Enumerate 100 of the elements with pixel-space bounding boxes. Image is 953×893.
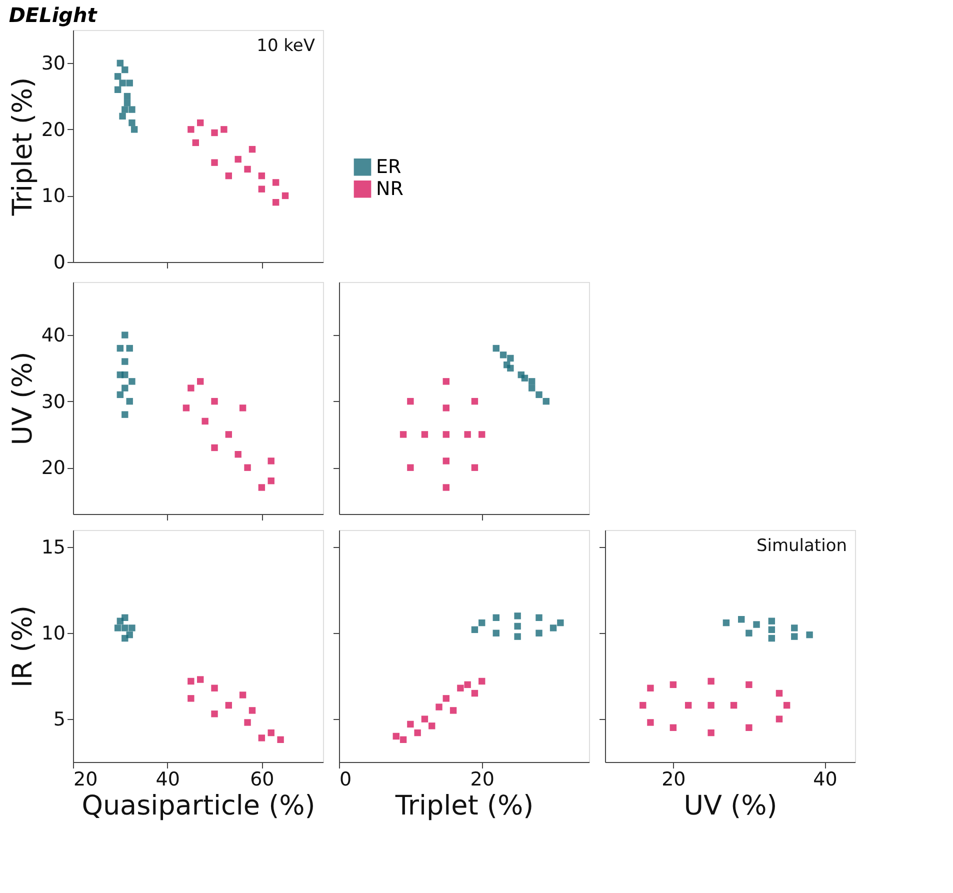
point	[684, 702, 692, 709]
point	[507, 354, 514, 362]
point	[471, 464, 478, 471]
point	[421, 431, 428, 438]
point	[806, 631, 813, 638]
point	[258, 172, 266, 180]
legend-label: ER	[376, 156, 402, 178]
point	[464, 431, 471, 438]
point	[738, 616, 745, 623]
point	[708, 702, 714, 709]
x-tick-label: 60	[250, 768, 274, 790]
point	[640, 702, 646, 709]
point	[248, 146, 256, 153]
point	[471, 398, 478, 405]
point	[504, 362, 510, 368]
point	[557, 619, 564, 626]
point	[225, 172, 232, 180]
point	[730, 702, 738, 709]
point	[182, 404, 190, 412]
point	[258, 186, 266, 192]
point	[464, 681, 471, 688]
point	[647, 719, 654, 726]
point	[188, 126, 194, 133]
point	[400, 736, 407, 744]
point	[119, 80, 126, 86]
annotation: Simulation	[756, 536, 847, 556]
point	[128, 378, 136, 385]
point	[268, 458, 274, 464]
point	[514, 633, 521, 640]
point	[500, 352, 507, 358]
point	[202, 418, 208, 425]
point	[791, 633, 798, 640]
point	[272, 198, 280, 206]
point	[528, 378, 536, 385]
point	[220, 126, 228, 133]
point	[528, 384, 536, 392]
x-axis-title: Quasiparticle (%)	[82, 790, 316, 822]
y-tick-label: 20	[41, 118, 66, 141]
point	[442, 431, 450, 438]
point	[282, 192, 289, 200]
point	[722, 619, 730, 626]
y-tick-label: 30	[41, 390, 66, 413]
point	[211, 398, 218, 405]
point	[492, 344, 500, 352]
point	[188, 384, 194, 392]
y-tick-label: 5	[53, 708, 66, 731]
point	[457, 684, 464, 692]
point	[783, 702, 790, 709]
point	[225, 431, 232, 438]
point	[407, 720, 414, 728]
point	[670, 724, 677, 731]
point	[122, 411, 128, 418]
x-tick-label: 0	[340, 768, 352, 790]
point	[234, 450, 242, 458]
point	[536, 630, 542, 636]
point	[400, 431, 407, 438]
point	[428, 722, 436, 730]
point	[746, 630, 752, 636]
y-tick-label: 15	[41, 536, 66, 559]
point	[492, 630, 500, 636]
x-axis-title: Triplet (%)	[394, 790, 534, 822]
chart-title: DELight	[8, 3, 98, 27]
y-tick-label: 20	[41, 457, 66, 480]
y-tick-label: 40	[41, 324, 66, 347]
point	[116, 344, 124, 352]
point	[116, 60, 124, 66]
point	[536, 614, 542, 621]
point	[124, 100, 131, 106]
point	[471, 690, 478, 697]
point	[128, 106, 136, 113]
point	[442, 484, 450, 491]
x-tick-label: 40	[813, 768, 838, 790]
point	[122, 358, 128, 365]
point	[768, 618, 776, 624]
point	[197, 378, 204, 385]
point	[791, 624, 798, 632]
point	[116, 391, 124, 398]
point	[514, 612, 521, 620]
point	[211, 129, 218, 136]
point	[126, 80, 133, 86]
point	[478, 431, 486, 438]
y-axis-title: Triplet (%)	[7, 77, 38, 217]
point	[708, 729, 714, 736]
point	[244, 166, 251, 173]
point	[407, 398, 414, 405]
point	[130, 126, 138, 133]
point	[211, 444, 218, 452]
point	[122, 106, 128, 113]
point	[442, 695, 450, 702]
point	[746, 724, 752, 731]
x-axis-title: UV (%)	[684, 790, 778, 822]
point	[542, 398, 550, 405]
point	[234, 156, 242, 163]
point	[521, 374, 528, 382]
point	[119, 112, 126, 120]
point	[436, 704, 442, 710]
point	[272, 179, 280, 186]
point	[450, 707, 457, 714]
legend-label: NR	[376, 178, 404, 200]
point	[122, 384, 128, 392]
